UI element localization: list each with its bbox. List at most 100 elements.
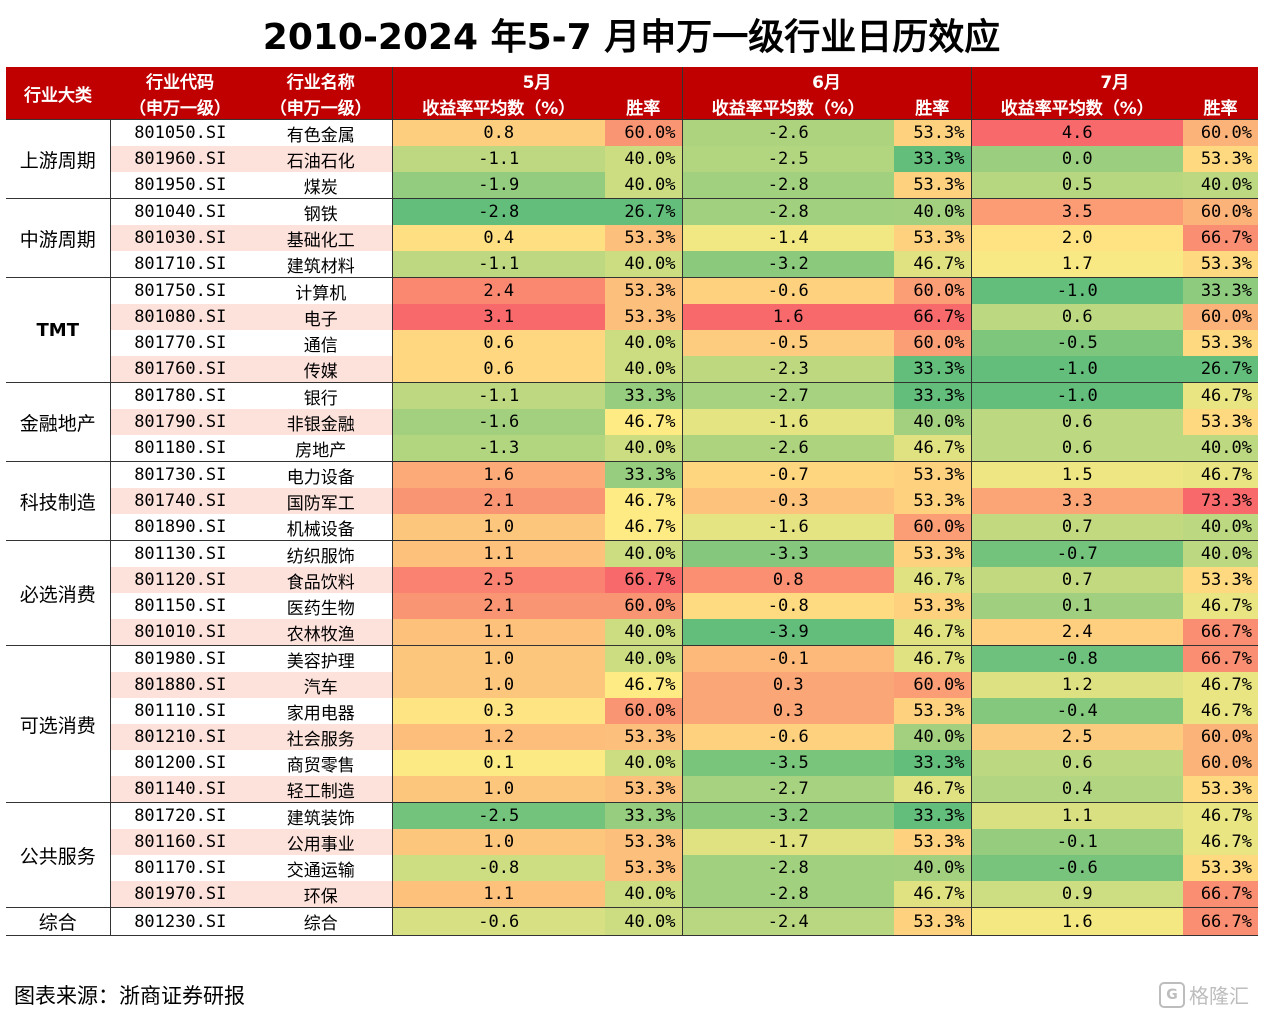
table-row: 801150.SI 医药生物 2.1 60.0% -0.8 53.3% 0.1 46.7%: [6, 593, 1258, 619]
win-rate-july: 46.7%: [1183, 593, 1258, 619]
industry-code: 801210.SI: [110, 724, 250, 750]
industry-name: 石油石化: [250, 146, 392, 172]
avg-return-may: 1.0: [391, 776, 605, 803]
industry-code: 801770.SI: [110, 330, 250, 356]
avg-return-july: -1.0: [970, 382, 1183, 409]
avg-return-june: -0.3: [681, 488, 894, 514]
avg-return-june: 0.8: [681, 567, 894, 593]
industry-name: 煤炭: [250, 172, 392, 199]
win-rate-july: 66.7%: [1183, 907, 1258, 936]
table-row: 801880.SI 汽车 1.0 46.7% 0.3 60.0% 1.2 46.7%: [6, 672, 1258, 698]
win-rate-may: 46.7%: [605, 409, 682, 435]
category-cell: 必选消费: [6, 540, 111, 646]
avg-return-june: -1.7: [681, 829, 894, 855]
avg-return-june: 0.3: [681, 672, 894, 698]
industry-name: 食品饮料: [250, 567, 392, 593]
avg-return-may: -1.9: [391, 172, 605, 199]
industry-name: 家用电器: [250, 698, 392, 724]
win-rate-june: 53.3%: [894, 119, 971, 146]
avg-return-july: 1.6: [970, 907, 1183, 936]
win-rate-may: 33.3%: [605, 802, 682, 829]
table-row: 必选消费 801130.SI 纺织服饰 1.1 40.0% -3.3 53.3% -0.7 40…: [6, 540, 1258, 646]
win-rate-may: 66.7%: [605, 567, 682, 593]
industry-code: 801760.SI: [110, 356, 250, 383]
header-month-june: 6月: [681, 67, 971, 93]
win-rate-july: 53.3%: [1183, 855, 1258, 881]
header-name: 行业名称: [250, 67, 392, 93]
win-rate-july: 33.3%: [1183, 277, 1258, 304]
win-rate-june: 33.3%: [894, 146, 971, 172]
avg-return-june: -3.5: [681, 750, 894, 776]
avg-return-july: 3.3: [970, 488, 1183, 514]
win-rate-june: 46.7%: [894, 776, 971, 803]
win-rate-july: 46.7%: [1183, 829, 1258, 855]
header-name-sub: （申万一级）: [250, 93, 392, 120]
avg-return-july: 1.1: [970, 802, 1183, 829]
industry-name: 基础化工: [250, 225, 392, 251]
win-rate-july: 60.0%: [1183, 750, 1258, 776]
avg-return-june: -2.5: [681, 146, 894, 172]
win-rate-june: 53.3%: [894, 225, 971, 251]
table-row: 801970.SI 环保 1.1 40.0% -2.8 46.7% 0.9 66.7%: [6, 881, 1258, 908]
industry-code: 801730.SI: [110, 461, 250, 488]
category-cell: 综合: [6, 907, 111, 936]
avg-return-june: -3.2: [681, 802, 894, 829]
avg-return-may: 3.1: [391, 304, 605, 330]
industry-code: 801890.SI: [110, 514, 250, 541]
table-row: 801180.SI 房地产 -1.3 40.0% -2.6 46.7% 0.6 40.0%: [6, 435, 1258, 462]
header-category: 行业大类: [6, 67, 110, 120]
win-rate-july: 46.7%: [1183, 672, 1258, 698]
avg-return-june: -2.4: [681, 907, 894, 936]
table-row: 综合 801230.SI 综合 -0.6 40.0% -2.4 53.3% 1.6 66.7%: [6, 907, 1258, 936]
avg-return-july: -0.7: [970, 540, 1183, 567]
header-month-july: 7月: [970, 67, 1258, 93]
avg-return-july: -0.4: [970, 698, 1183, 724]
industry-name: 建筑材料: [250, 251, 392, 278]
avg-return-july: 0.6: [970, 750, 1183, 776]
table-row: 801080.SI 电子 3.1 53.3% 1.6 66.7% 0.6 60.0%: [6, 304, 1258, 330]
industry-code: 801170.SI: [110, 855, 250, 881]
industry-code: 801050.SI: [110, 119, 250, 146]
win-rate-july: 66.7%: [1183, 619, 1258, 646]
avg-return-may: 2.4: [391, 277, 605, 304]
win-rate-may: 40.0%: [605, 251, 682, 278]
industry-name: 纺织服饰: [250, 540, 392, 567]
table-row: 801790.SI 非银金融 -1.6 46.7% -1.6 40.0% 0.6 53.3%: [6, 409, 1258, 435]
win-rate-june: 33.3%: [894, 382, 971, 409]
win-rate-may: 33.3%: [605, 382, 682, 409]
avg-return-may: 1.1: [391, 881, 605, 908]
header-avg-return-may: 收益率平均数（%）: [391, 93, 605, 120]
industry-name: 非银金融: [250, 409, 392, 435]
win-rate-june: 40.0%: [894, 198, 971, 225]
win-rate-may: 53.3%: [605, 724, 682, 750]
avg-return-june: -3.3: [681, 540, 894, 567]
industry-code: 801030.SI: [110, 225, 250, 251]
table-row: 801140.SI 轻工制造 1.0 53.3% -2.7 46.7% 0.4 53.3%: [6, 776, 1258, 803]
avg-return-july: 0.6: [970, 304, 1183, 330]
industry-code: 801950.SI: [110, 172, 250, 199]
avg-return-june: -0.1: [681, 645, 894, 672]
avg-return-may: 0.8: [391, 119, 605, 146]
category-cell: 科技制造: [6, 461, 111, 541]
win-rate-may: 40.0%: [605, 907, 682, 936]
avg-return-may: 0.6: [391, 330, 605, 356]
table-row: 801120.SI 食品饮料 2.5 66.7% 0.8 46.7% 0.7 53.3%: [6, 567, 1258, 593]
industry-name: 电力设备: [250, 461, 392, 488]
avg-return-july: 0.6: [970, 435, 1183, 462]
avg-return-may: 1.0: [391, 672, 605, 698]
win-rate-june: 53.3%: [894, 172, 971, 199]
avg-return-june: -3.2: [681, 251, 894, 278]
industry-name: 通信: [250, 330, 392, 356]
avg-return-july: -1.0: [970, 356, 1183, 383]
avg-return-july: 0.0: [970, 146, 1183, 172]
table-row: 801210.SI 社会服务 1.2 53.3% -0.6 40.0% 2.5 60.0%: [6, 724, 1258, 750]
avg-return-june: -1.6: [681, 409, 894, 435]
avg-return-june: -2.7: [681, 382, 894, 409]
industry-code: 801140.SI: [110, 776, 250, 803]
avg-return-may: 1.1: [391, 619, 605, 646]
industry-name: 国防军工: [250, 488, 392, 514]
avg-return-may: 2.5: [391, 567, 605, 593]
win-rate-june: 60.0%: [894, 514, 971, 541]
win-rate-may: 40.0%: [605, 750, 682, 776]
industry-name: 农林牧渔: [250, 619, 392, 646]
